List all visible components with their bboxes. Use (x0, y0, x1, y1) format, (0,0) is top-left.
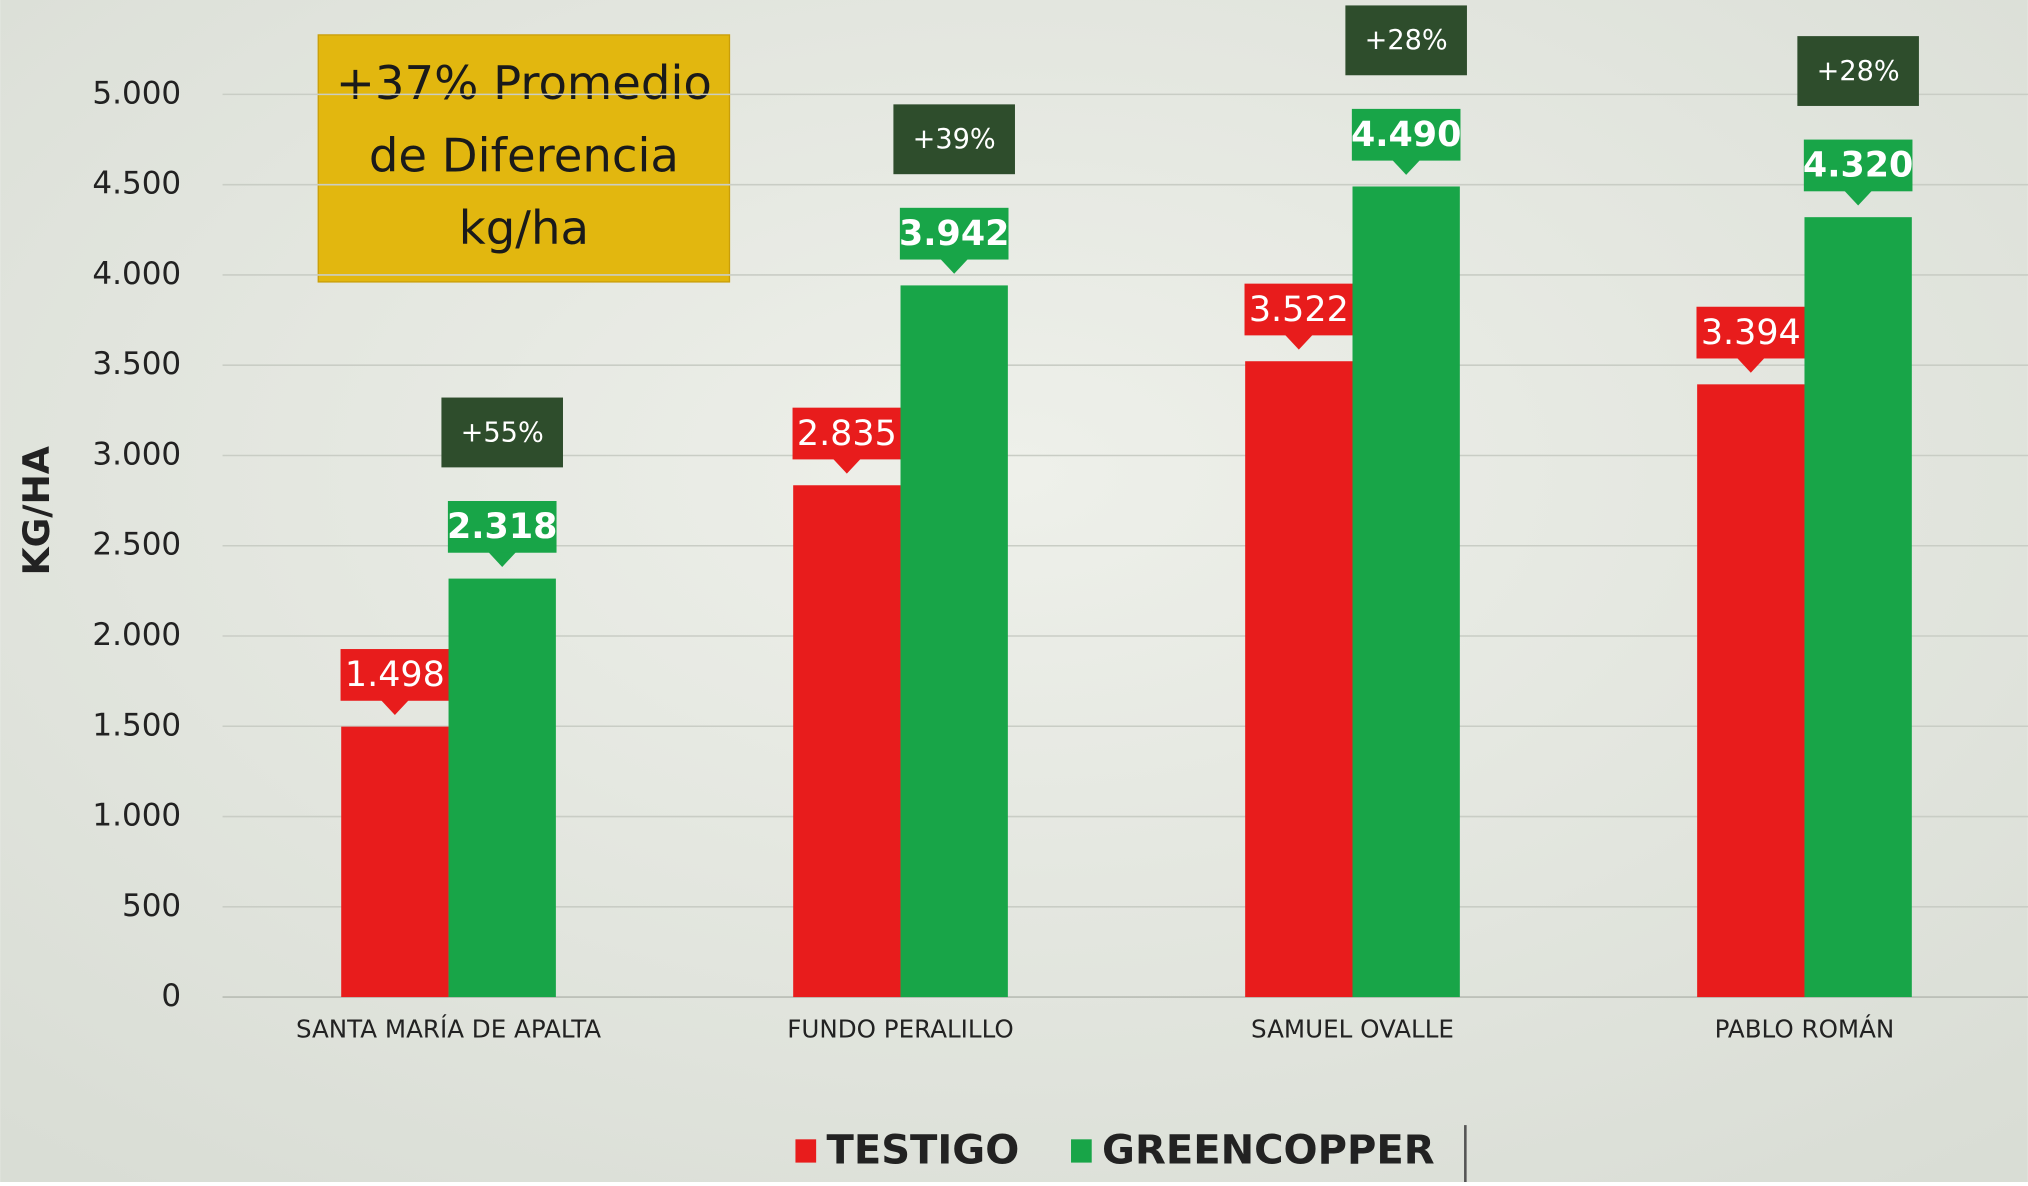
x-tick-label: FUNDO PERALILLO (787, 1015, 1013, 1044)
value-label: 2.835 (797, 414, 897, 454)
y-tick-label: 1.000 (92, 798, 181, 834)
x-tick-label: PABLO ROMÁN (1715, 1015, 1895, 1044)
bar (793, 485, 900, 997)
difference-label: +39% (913, 124, 996, 155)
difference-label: +28% (1365, 25, 1448, 56)
value-label: 4.320 (1803, 146, 1913, 186)
y-tick-label: 1.500 (92, 707, 181, 743)
bar (1245, 361, 1352, 997)
bar (449, 579, 556, 997)
annotation-text: de Diferencia (369, 129, 679, 183)
value-label: 3.522 (1249, 290, 1349, 330)
y-tick-label: 3.000 (92, 436, 181, 472)
legend-label: TESTIGO (826, 1127, 1019, 1173)
annotation-text: kg/ha (459, 201, 589, 255)
bar (1697, 384, 1804, 997)
y-tick-label: 0 (161, 978, 181, 1014)
x-tick-label: SANTA MARÍA DE APALTA (296, 1015, 601, 1044)
y-axis-label: KG/HA (15, 446, 58, 575)
y-tick-label: 500 (122, 888, 181, 924)
legend-label: GREENCOPPER (1102, 1127, 1435, 1173)
bar (341, 727, 448, 997)
legend-swatch (795, 1139, 816, 1162)
y-tick-label: 4.000 (92, 256, 181, 292)
y-tick-label: 5.000 (92, 75, 181, 111)
value-label: 3.394 (1701, 313, 1801, 353)
value-label: 1.498 (345, 655, 445, 695)
value-label: 2.318 (447, 507, 557, 547)
bar (1352, 186, 1459, 997)
page: KG/HA +37% Promedio de Diferencia kg/ha 0 50… (0, 0, 2028, 1186)
y-tick-label: 4.500 (92, 166, 181, 202)
y-tick-label: 2.500 (92, 527, 181, 563)
x-tick-label: SAMUEL OVALLE (1251, 1015, 1454, 1044)
value-label: 4.490 (1351, 115, 1461, 155)
annotation-text: +37% Promedio (336, 56, 712, 110)
value-label: 3.942 (899, 214, 1009, 254)
chart: KG/HA +37% Promedio de Diferencia kg/ha 0 50… (0, 0, 2028, 1182)
y-tick-label: 3.500 (92, 346, 181, 382)
bar (1804, 217, 1911, 997)
difference-label: +55% (461, 417, 544, 448)
difference-label: +28% (1817, 56, 1900, 87)
y-tick-label: 2.000 (92, 617, 181, 653)
legend-swatch (1071, 1139, 1092, 1162)
bar (901, 285, 1008, 997)
